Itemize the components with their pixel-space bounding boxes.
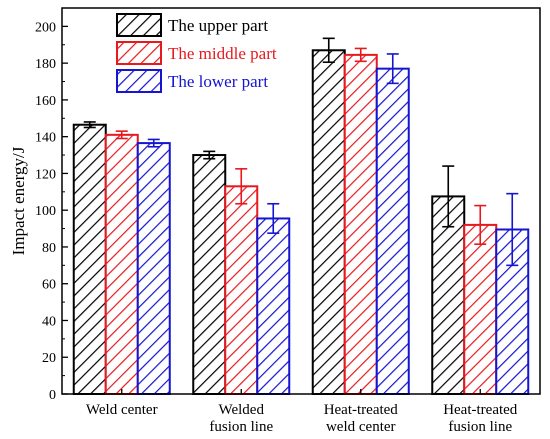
legend-swatch bbox=[116, 69, 162, 93]
plot-frame bbox=[61, 7, 541, 395]
error-bar-1-4 bbox=[442, 165, 455, 228]
x-tick-label-2: Welded fusion line bbox=[209, 402, 273, 435]
error-bars-layer bbox=[83, 37, 519, 267]
x-tick-label-line: Heat-treated bbox=[324, 402, 399, 418]
y-tick-label: 160 bbox=[35, 94, 56, 109]
x-tick-label-line: Welded bbox=[219, 402, 265, 418]
y-tick-label: 200 bbox=[35, 20, 56, 35]
bars-layer bbox=[72, 49, 530, 396]
legend-label: The upper part bbox=[168, 16, 268, 35]
legend-swatch bbox=[116, 41, 162, 65]
x-tick-label-line: Heat-treated bbox=[443, 402, 518, 418]
error-bar-3-2 bbox=[267, 202, 280, 234]
error-bar-1-3 bbox=[322, 37, 335, 64]
y-tick-label: 180 bbox=[35, 57, 56, 72]
y-tick-label: 100 bbox=[35, 204, 56, 219]
error-bar-2-3 bbox=[354, 47, 367, 63]
error-bar-2-4 bbox=[474, 204, 487, 245]
legend-item-3: The lower part bbox=[116, 69, 268, 93]
legend: The upper part The middle part The lower p… bbox=[116, 13, 277, 93]
bar-1-4 bbox=[431, 195, 466, 395]
y-axis-label: Impact energy/J bbox=[9, 146, 28, 255]
legend-label: The middle part bbox=[168, 44, 277, 63]
y-tick-label: 0 bbox=[49, 388, 56, 403]
bar-2-4 bbox=[463, 223, 498, 395]
x-tick-label-line: weld center bbox=[326, 419, 396, 435]
error-bar-3-3 bbox=[386, 53, 399, 85]
y-tick-label: 120 bbox=[35, 167, 56, 182]
bar-1-1 bbox=[72, 123, 107, 395]
bar-2-1 bbox=[104, 133, 139, 395]
x-tick-label-line: fusion line bbox=[448, 419, 512, 435]
bar-1-2 bbox=[192, 154, 227, 395]
y-axis-ticks: 0 20 40 60 80 100 120 140 160 180 200 bbox=[35, 20, 68, 403]
bar-3-1 bbox=[136, 142, 171, 395]
y-tick-label: 40 bbox=[42, 314, 56, 329]
x-tick-label-line: Weld center bbox=[86, 402, 158, 418]
legend-swatch bbox=[116, 13, 162, 37]
legend-item-1: The upper part bbox=[116, 13, 268, 37]
error-bar-1-2 bbox=[203, 150, 216, 160]
legend-item-2: The middle part bbox=[116, 41, 277, 65]
error-bar-3-1 bbox=[147, 138, 160, 148]
y-tick-label: 80 bbox=[42, 241, 56, 256]
x-tick-label-line: fusion line bbox=[209, 419, 273, 435]
x-tick-label-4: Heat-treated fusion line bbox=[443, 402, 518, 435]
legend-label: The lower part bbox=[168, 72, 268, 91]
x-axis-ticks: Weld center Welded fusion lineHeat-treated… bbox=[86, 389, 518, 435]
bar-3-2 bbox=[256, 217, 291, 395]
bar-2-3 bbox=[343, 53, 378, 395]
x-tick-label-3: Heat-treated weld center bbox=[324, 402, 399, 435]
error-bar-3-4 bbox=[506, 192, 519, 267]
y-tick-label: 140 bbox=[35, 131, 56, 146]
y-tick-label: 60 bbox=[42, 278, 56, 293]
bar-1-3 bbox=[311, 49, 346, 396]
error-bar-2-1 bbox=[115, 130, 128, 140]
bar-3-3 bbox=[375, 67, 410, 396]
error-bar-1-1 bbox=[83, 121, 96, 129]
error-bar-2-2 bbox=[235, 168, 248, 205]
x-tick-label-1: Weld center bbox=[86, 402, 158, 418]
bar-2-2 bbox=[224, 185, 259, 395]
y-tick-label: 20 bbox=[42, 351, 56, 366]
